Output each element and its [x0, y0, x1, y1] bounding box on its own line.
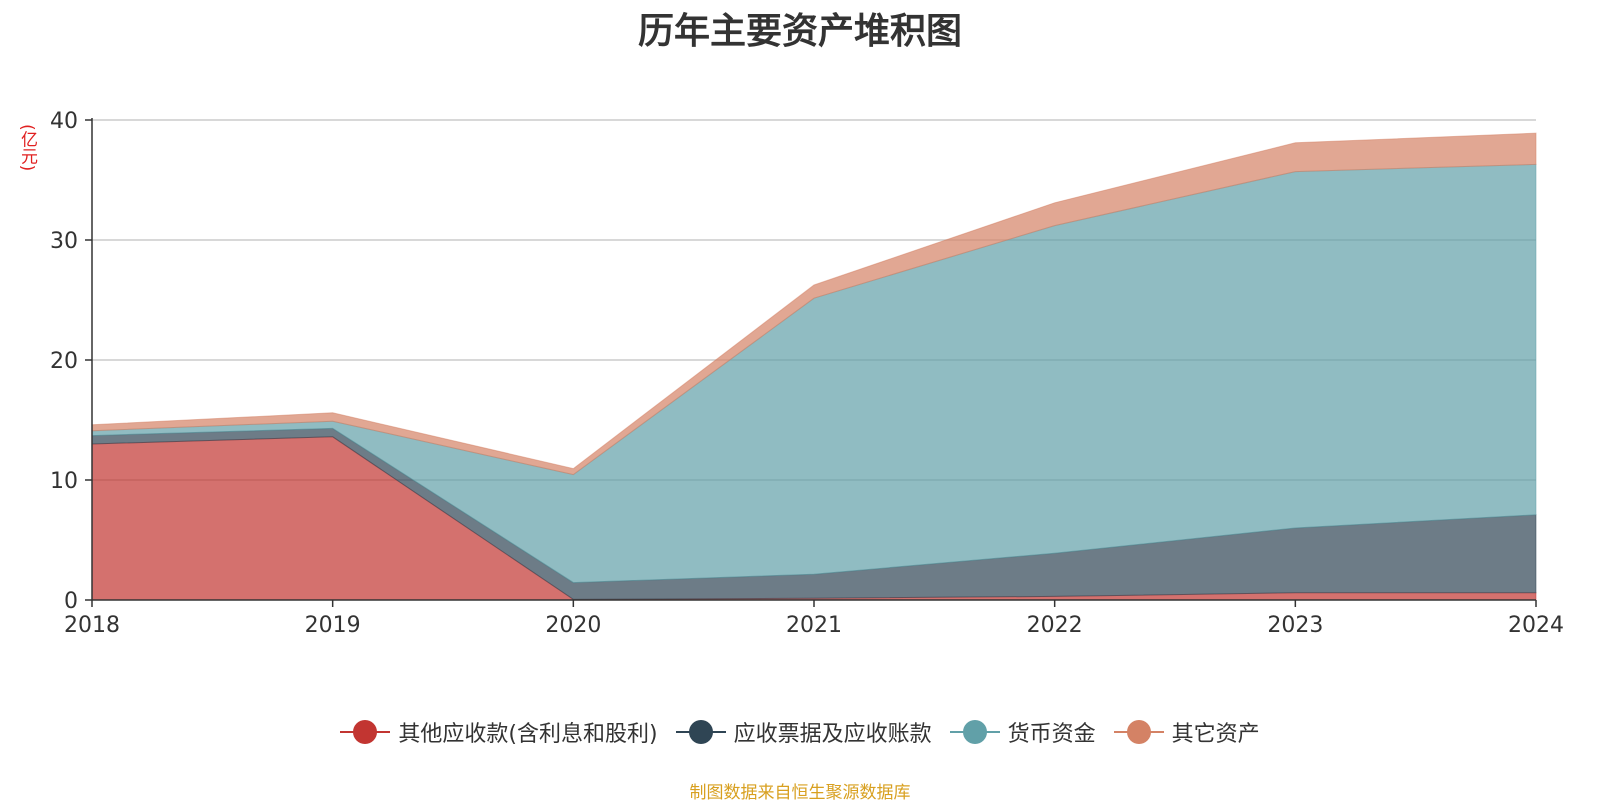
y-axis-unit-label: (亿元) — [17, 124, 37, 172]
legend: 其他应收款(含利息和股利) 应收票据及应收账款 货币资金 其它资产 — [0, 716, 1600, 748]
legend-item[interactable]: 货币资金 — [949, 716, 1096, 748]
x-tick-label: 2020 — [545, 613, 601, 638]
axes: 0 10 20 30 40 2018 2019 2020 2021 2022 2023 2024 — [50, 109, 1564, 638]
y-tick-label: 10 — [50, 469, 78, 494]
legend-label: 其他应收款(含利息和股利) — [398, 722, 658, 747]
legend-item[interactable]: 其他应收款(含利息和股利) — [340, 716, 658, 748]
legend-item[interactable]: 应收票据及应收账款 — [675, 716, 932, 748]
x-tick-label: 2021 — [786, 613, 842, 638]
legend-marker-icon — [340, 719, 391, 745]
legend-item[interactable]: 其它资产 — [1113, 716, 1260, 748]
area-series-3 — [91, 132, 1537, 476]
area-layer — [91, 132, 1537, 601]
y-tick-label: 40 — [50, 109, 78, 134]
legend-label: 货币资金 — [1007, 722, 1096, 747]
x-tick-label: 2019 — [305, 613, 361, 638]
legend-label: 其它资产 — [1171, 722, 1260, 747]
x-tick-label: 2018 — [64, 613, 120, 638]
legend-label: 应收票据及应收账款 — [733, 722, 932, 747]
x-tick-label: 2022 — [1027, 613, 1083, 638]
legend-marker-icon — [1113, 719, 1164, 745]
data-source-note: 制图数据来自恒生聚源数据库 — [689, 783, 911, 803]
x-tick-label: 2024 — [1508, 613, 1564, 638]
legend-marker-icon — [675, 719, 726, 745]
chart-title: 历年主要资产堆积图 — [637, 11, 962, 52]
legend-marker-icon — [949, 719, 1000, 745]
y-tick-label: 30 — [50, 229, 78, 254]
x-tick-label: 2023 — [1267, 613, 1323, 638]
y-tick-label: 20 — [50, 349, 78, 374]
y-tick-label: 0 — [64, 589, 78, 614]
